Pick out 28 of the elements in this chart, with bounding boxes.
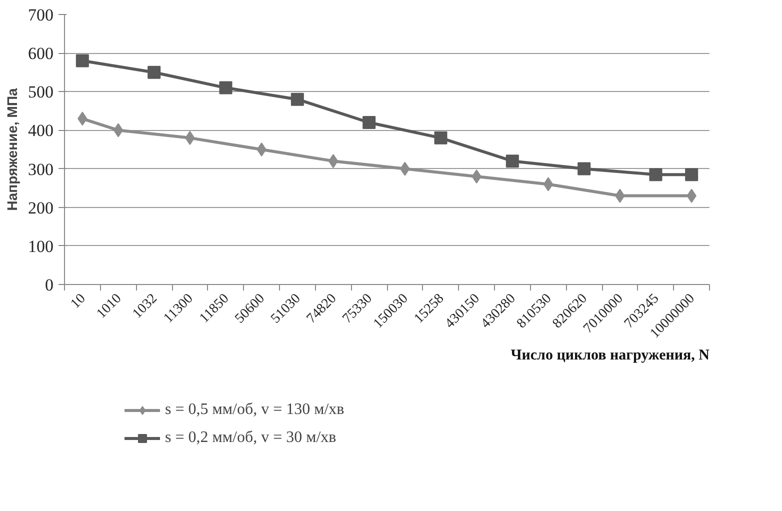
point: [578, 162, 591, 176]
y-tick-label: 200: [28, 198, 54, 218]
point: [472, 170, 482, 184]
x-axis-title: Число циклов нагружения, N: [510, 348, 710, 364]
point: [328, 154, 338, 168]
point: [219, 81, 232, 94]
y-tick-label: 500: [28, 82, 54, 102]
legend-label: s = 0,5 мм/об, v = 130 м/хв: [165, 401, 344, 419]
x-tick-label: 10: [68, 291, 89, 312]
point: [506, 154, 519, 168]
y-tick-label: 300: [28, 160, 54, 179]
y-tick-label: 700: [28, 6, 54, 24]
y-tick-label: 0: [45, 276, 54, 294]
y-tick-label: 400: [28, 121, 54, 140]
y-axis-title: Напряжение, МПа: [4, 88, 20, 211]
point: [649, 168, 662, 182]
point: [685, 168, 698, 182]
y-tick-label: 100: [28, 236, 54, 256]
point: [76, 54, 89, 68]
point: [148, 66, 161, 79]
point: [113, 123, 124, 138]
point: [362, 116, 376, 129]
point: [543, 177, 554, 192]
y-tick-label: 600: [28, 44, 54, 64]
point: [434, 131, 448, 144]
legend-label: s = 0,2 мм/об, v = 30 м/хв: [165, 429, 336, 447]
point: [256, 142, 266, 156]
point: [290, 92, 304, 106]
